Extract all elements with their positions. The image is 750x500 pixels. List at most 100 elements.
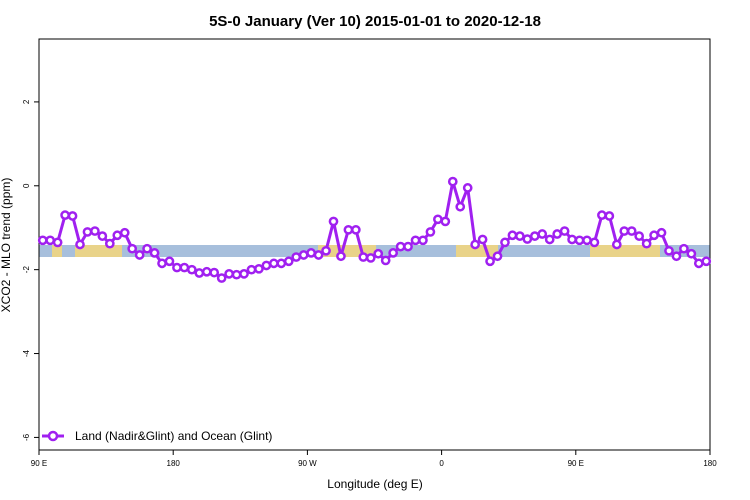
data-point bbox=[261, 260, 272, 271]
y-axis: 2 0 -2 -4 -6 bbox=[22, 99, 39, 441]
x-tick-label: 180 bbox=[167, 459, 181, 468]
series-layer bbox=[37, 176, 712, 283]
land-patch bbox=[52, 245, 62, 257]
data-point bbox=[701, 256, 712, 267]
data-point bbox=[492, 251, 503, 262]
data-point bbox=[298, 250, 309, 260]
x-tick-label: 90 E bbox=[568, 459, 584, 468]
legend-label: Land (Nadir&Glint) and Ocean (Glint) bbox=[75, 429, 272, 443]
data-point bbox=[179, 262, 190, 273]
chart-title: 5S-0 January (Ver 10) 2015-01-01 to 2020… bbox=[209, 13, 541, 30]
data-point bbox=[134, 250, 145, 260]
data-point bbox=[634, 231, 645, 241]
data-point bbox=[544, 234, 555, 245]
data-point bbox=[597, 210, 607, 220]
data-point bbox=[306, 248, 316, 258]
data-point bbox=[321, 245, 331, 256]
y-tick-label: 2 bbox=[22, 99, 31, 104]
data-point bbox=[112, 230, 123, 241]
data-point bbox=[127, 243, 138, 254]
data-point bbox=[529, 231, 540, 241]
data-point bbox=[216, 273, 227, 283]
data-point bbox=[470, 239, 480, 250]
data-point bbox=[410, 235, 421, 246]
data-point bbox=[365, 253, 376, 263]
data-point bbox=[194, 268, 205, 278]
series-line bbox=[42, 180, 707, 280]
data-point bbox=[254, 263, 264, 274]
data-point bbox=[500, 237, 510, 248]
data-point bbox=[679, 243, 689, 254]
data-point bbox=[433, 214, 443, 225]
data-point bbox=[589, 237, 600, 248]
plot-frame bbox=[38, 38, 711, 451]
data-point bbox=[485, 256, 495, 267]
data-point bbox=[611, 239, 622, 250]
data-point bbox=[75, 239, 85, 250]
data-point bbox=[209, 267, 220, 278]
data-point bbox=[67, 211, 78, 221]
data-point bbox=[157, 258, 167, 269]
data-point bbox=[45, 235, 56, 246]
data-point bbox=[403, 241, 413, 252]
land-patch bbox=[590, 245, 660, 257]
data-point bbox=[604, 211, 615, 221]
x-axis: 90 E 180 90 W 0 90 E 180 bbox=[31, 450, 717, 468]
data-point bbox=[231, 269, 242, 280]
data-point bbox=[477, 234, 488, 245]
y-tick-label: -2 bbox=[22, 266, 31, 274]
y-tick-label: 0 bbox=[22, 183, 31, 188]
data-point bbox=[440, 216, 451, 227]
y-axis-label: XCO2 - MLO trend (ppm) bbox=[0, 178, 13, 313]
data-point bbox=[582, 235, 592, 246]
data-point bbox=[537, 229, 548, 239]
data-point bbox=[90, 226, 100, 236]
data-point bbox=[395, 241, 406, 252]
data-point bbox=[142, 243, 152, 254]
data-point bbox=[313, 250, 324, 260]
data-point bbox=[164, 256, 175, 267]
data-point bbox=[447, 176, 458, 187]
data-point bbox=[626, 226, 637, 236]
data-point bbox=[201, 266, 212, 277]
data-point bbox=[455, 201, 466, 212]
data-point bbox=[343, 224, 354, 235]
legend: Land (Nadir&Glint) and Ocean (Glint) bbox=[42, 429, 272, 443]
data-point bbox=[52, 237, 63, 248]
data-point bbox=[172, 262, 182, 273]
data-point bbox=[291, 252, 302, 262]
data-point bbox=[119, 227, 130, 238]
data-point bbox=[388, 248, 398, 258]
data-point bbox=[186, 264, 197, 275]
x-tick-label: 90 W bbox=[298, 459, 317, 468]
data-point bbox=[664, 245, 674, 256]
data-point bbox=[559, 226, 570, 236]
x-axis-label: Longitude (deg E) bbox=[327, 477, 422, 491]
data-point bbox=[507, 230, 518, 241]
data-point bbox=[373, 248, 384, 259]
data-point bbox=[462, 183, 473, 193]
data-point bbox=[283, 256, 294, 267]
data-point bbox=[671, 251, 682, 262]
data-point bbox=[380, 255, 391, 266]
data-point bbox=[425, 227, 436, 237]
data-point bbox=[82, 227, 93, 237]
data-point bbox=[149, 248, 160, 258]
data-point bbox=[358, 252, 369, 262]
data-point bbox=[619, 226, 630, 236]
data-point bbox=[104, 238, 115, 249]
data-point bbox=[693, 258, 704, 269]
data-point bbox=[552, 229, 563, 239]
data-point bbox=[239, 269, 249, 279]
legend-marker-swatch bbox=[47, 430, 59, 442]
data-point bbox=[418, 235, 428, 246]
data-point bbox=[515, 231, 525, 241]
data-point bbox=[97, 231, 108, 241]
y-tick-label: -6 bbox=[22, 433, 31, 441]
data-point bbox=[351, 224, 361, 235]
data-point bbox=[246, 264, 257, 275]
data-point bbox=[269, 258, 279, 269]
data-point bbox=[60, 210, 70, 220]
x-tick-label: 90 E bbox=[31, 459, 47, 468]
